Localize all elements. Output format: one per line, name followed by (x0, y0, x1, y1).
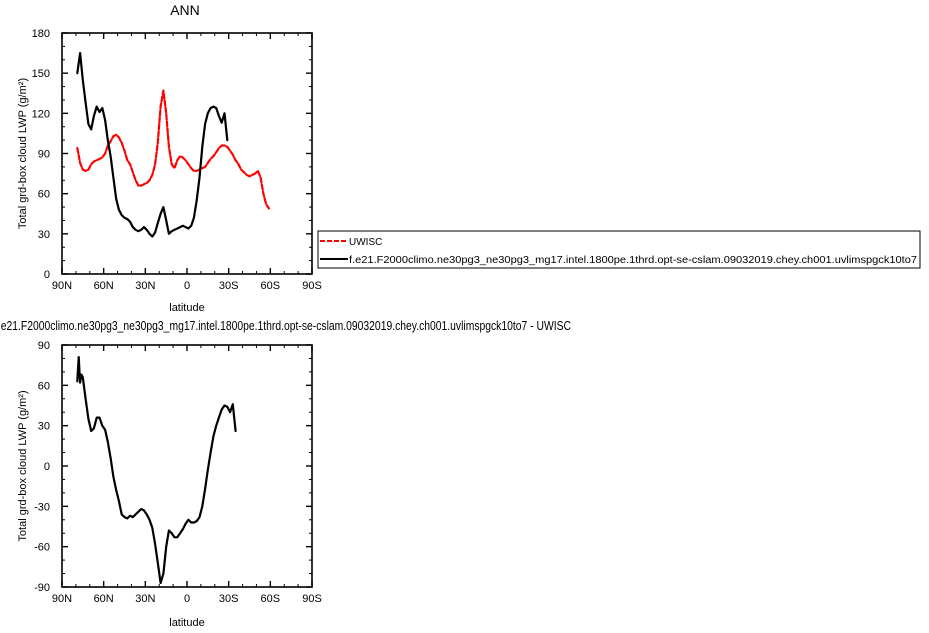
top-panel: ANN 90N 60N 30N 0 30S 60S 90S0306090120150180 … (17, 2, 322, 314)
legend-box (317, 230, 921, 269)
top-chart-title: ANN (170, 2, 200, 18)
bottom-y-tick-label: -30 (34, 501, 50, 513)
bottom-y-axis-label: Total grd-box cloud LWP (g/m²) (17, 390, 29, 541)
top-y-tick-label: 90 (38, 149, 50, 161)
bottom-x-tick-label: 90S (302, 593, 322, 605)
legend: UWISC f.e21.F2000climo.ne30pg3_ne30pg3_m… (317, 230, 921, 269)
bottom-x-tick-label: 30S (219, 593, 239, 605)
top-x-tick-label: 60N (94, 280, 114, 292)
bottom-x-tick-label: 30N (135, 593, 155, 605)
legend-label-uwisc: UWISC (349, 237, 382, 248)
top-y-axis-label: Total grd-box cloud LWP (g/m²) (17, 78, 29, 229)
bottom-chart-title: f.e21.F2000climo.ne30pg3_ne30pg3_mg17.in… (0, 318, 571, 333)
top-x-tick-label: 30N (135, 280, 155, 292)
bottom-x-axis-label: latitude (169, 617, 204, 629)
bottom-y-tick-label: -90 (34, 582, 50, 594)
bottom-x-tick-label: 60S (261, 593, 281, 605)
top-y-tick-label: 150 (32, 68, 50, 80)
top-plot-frame (61, 32, 313, 275)
top-y-tick-label: 120 (32, 108, 50, 120)
top-y-tick-label: 0 (44, 269, 50, 281)
top-y-tick-label: 60 (38, 189, 50, 201)
top-x-axis-label: latitude (169, 302, 204, 314)
top-x-tick-label: 0 (184, 280, 190, 292)
bottom-x-tick-label: 0 (184, 593, 190, 605)
bottom-plot-frame (61, 344, 313, 588)
top-series-line-1 (76, 52, 229, 238)
bottom-x-tick-label: 60N (94, 593, 114, 605)
bottom-x-tick-label: 90N (52, 593, 72, 605)
bottom-y-tick-label: 90 (38, 340, 50, 352)
bottom-y-tick-label: -60 (34, 542, 50, 554)
top-series-lines (76, 52, 270, 238)
bottom-panel: f.e21.F2000climo.ne30pg3_ne30pg3_mg17.in… (0, 318, 571, 629)
top-x-tick-label: 30S (219, 280, 239, 292)
top-x-tick-label: 60S (261, 280, 281, 292)
top-x-tick-label: 90S (302, 280, 322, 292)
bottom-series-lines (76, 356, 237, 585)
top-y-tick-label: 30 (38, 229, 50, 241)
top-x-tick-label: 90N (52, 280, 72, 292)
top-y-tick-label: 180 (32, 28, 50, 40)
top-series-line-0 (76, 89, 270, 210)
bottom-y-tick-label: 30 (38, 421, 50, 433)
legend-label-model: f.e21.F2000climo.ne30pg3_ne30pg3_mg17.in… (349, 255, 917, 266)
top-axis-ticks: 90N 60N 30N 0 30S 60S 90S 0 30 60 90 120 150 180 (32, 28, 322, 292)
bottom-series-line-0 (76, 356, 237, 585)
bottom-y-tick-label: 0 (44, 461, 50, 473)
bottom-y-tick-label: 60 (38, 380, 50, 392)
bottom-axis-ticks: 90N 60N 30N 0 30S 60S 90S -90 -60 -30 0 30 60 90 (34, 340, 322, 605)
